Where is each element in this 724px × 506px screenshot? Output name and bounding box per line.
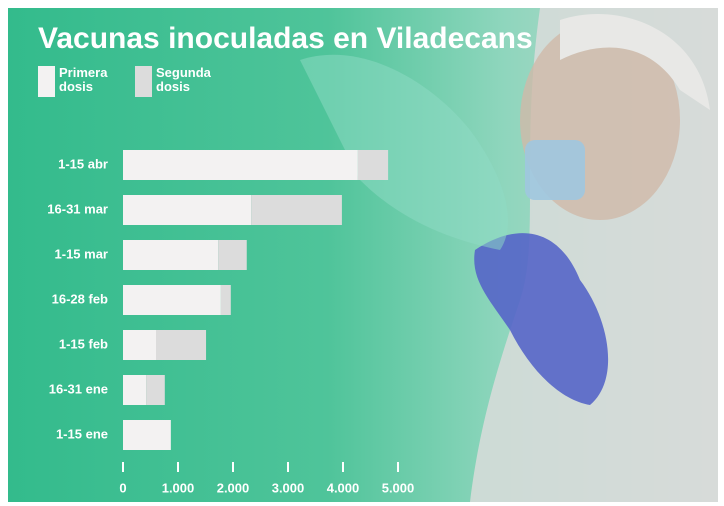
bar-segment	[123, 150, 358, 180]
y-tick-label: 16-31 ene	[49, 381, 108, 396]
y-tick-label: 1-15 abr	[58, 156, 108, 171]
x-tick-label: 5.000	[382, 480, 415, 495]
bar-segment	[358, 150, 388, 180]
y-tick-label: 16-31 mar	[47, 201, 108, 216]
bar-segment	[146, 375, 165, 405]
legend-item: Primera dosis	[38, 66, 119, 97]
x-tick-label: 2.000	[217, 480, 250, 495]
bar-segment	[156, 330, 206, 360]
legend-label: Segunda dosis	[156, 66, 216, 94]
bar-segment	[251, 195, 342, 225]
bar-segment	[123, 285, 221, 315]
bar-segment	[123, 375, 146, 405]
bar-segment	[218, 240, 247, 270]
legend-item: Segunda dosis	[135, 66, 216, 97]
x-tick-label: 1.000	[162, 480, 195, 495]
legend-swatch	[38, 66, 55, 97]
y-tick-label: 1-15 ene	[56, 426, 108, 441]
bar-segment	[123, 240, 218, 270]
legend-swatch	[135, 66, 152, 97]
x-tick-label: 3.000	[272, 480, 305, 495]
y-tick-label: 1-15 feb	[59, 336, 108, 351]
bar-segment	[123, 330, 156, 360]
bar-segment	[123, 195, 251, 225]
photo-mask	[525, 140, 585, 200]
page: Vacunas inoculadas en Viladecans 0 1.000 2…	[0, 0, 724, 506]
chart-title: Vacunas inoculadas en Viladecans	[38, 22, 533, 55]
legend-label: Primera dosis	[59, 66, 119, 94]
bar-segment	[123, 420, 171, 450]
x-tick-label: 4.000	[327, 480, 360, 495]
y-tick-label: 1-15 mar	[55, 246, 108, 261]
bar-segment	[221, 285, 231, 315]
y-tick-label: 16-28 feb	[52, 291, 108, 306]
x-tick-label: 0	[119, 480, 126, 495]
